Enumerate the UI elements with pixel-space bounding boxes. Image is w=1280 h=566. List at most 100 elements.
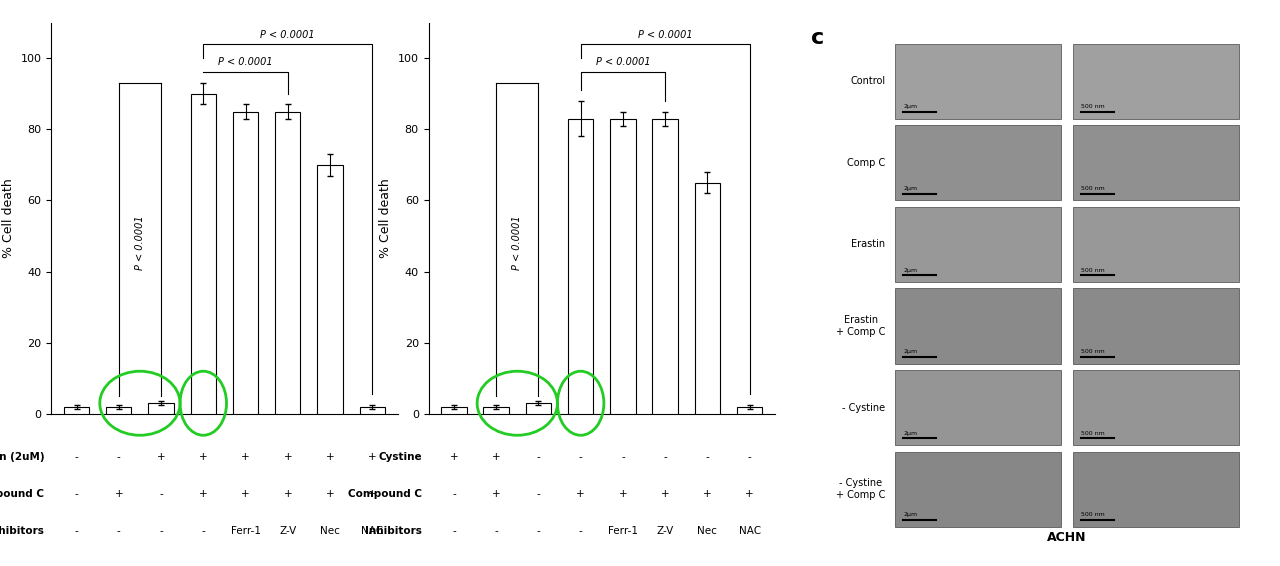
Text: +: +	[283, 452, 292, 462]
Bar	[895, 125, 1061, 200]
Text: -: -	[748, 452, 751, 462]
Text: +: +	[703, 489, 712, 499]
Bar	[737, 407, 763, 414]
Bar	[895, 44, 1061, 119]
Text: 500 nm: 500 nm	[1080, 431, 1105, 436]
Text: -: -	[494, 526, 498, 535]
Text: - Cystine: - Cystine	[842, 402, 886, 413]
Text: Inhibitors: Inhibitors	[0, 526, 45, 535]
Text: Erastin
+ Comp C: Erastin + Comp C	[836, 315, 886, 337]
Bar	[191, 94, 216, 414]
Text: 2μm: 2μm	[904, 186, 918, 191]
Text: -: -	[536, 452, 540, 462]
Text: 500 nm: 500 nm	[1080, 268, 1105, 273]
Text: +: +	[618, 489, 627, 499]
Text: +: +	[367, 489, 376, 499]
Text: Ferr-1: Ferr-1	[608, 526, 637, 535]
Text: Nec: Nec	[320, 526, 340, 535]
Text: +: +	[367, 452, 376, 462]
Text: Ferr-1: Ferr-1	[230, 526, 261, 535]
Bar	[695, 183, 721, 414]
Text: +: +	[114, 489, 123, 499]
Text: 500 nm: 500 nm	[1080, 104, 1105, 109]
Bar	[895, 370, 1061, 445]
Text: -: -	[74, 489, 78, 499]
Text: -: -	[74, 452, 78, 462]
Text: Control: Control	[850, 76, 886, 86]
Text: +: +	[156, 452, 165, 462]
Bar	[484, 407, 509, 414]
Text: +: +	[198, 452, 207, 462]
Text: -: -	[116, 452, 120, 462]
Text: Comp C: Comp C	[847, 158, 886, 168]
Text: P < 0.0001: P < 0.0001	[512, 216, 522, 271]
Text: +: +	[492, 489, 500, 499]
Text: +: +	[576, 489, 585, 499]
Bar	[1073, 44, 1239, 119]
Text: 2μm: 2μm	[904, 268, 918, 273]
Text: -: -	[116, 526, 120, 535]
Bar	[64, 407, 90, 414]
Text: +: +	[241, 489, 250, 499]
Bar	[275, 112, 301, 414]
Text: P < 0.0001: P < 0.0001	[637, 31, 692, 40]
Text: - Cystine
+ Comp C: - Cystine + Comp C	[836, 478, 886, 500]
Text: -: -	[159, 526, 163, 535]
Text: +: +	[325, 452, 334, 462]
Text: 2μm: 2μm	[904, 104, 918, 109]
Text: Nec: Nec	[698, 526, 717, 535]
Text: +: +	[241, 452, 250, 462]
Text: +: +	[745, 489, 754, 499]
Text: -: -	[536, 526, 540, 535]
Text: NAC: NAC	[361, 526, 383, 535]
Text: -: -	[74, 526, 78, 535]
Bar	[611, 119, 636, 414]
Text: +: +	[660, 489, 669, 499]
Text: NAC: NAC	[739, 526, 760, 535]
Bar	[442, 407, 467, 414]
Text: Inhibitors: Inhibitors	[365, 526, 421, 535]
Text: -: -	[201, 526, 205, 535]
Text: Erastin: Erastin	[851, 239, 886, 250]
Bar	[1073, 207, 1239, 282]
Text: -: -	[621, 452, 625, 462]
Text: Erastin (2uM): Erastin (2uM)	[0, 452, 45, 462]
Text: +: +	[198, 489, 207, 499]
Bar	[895, 452, 1061, 527]
Text: -: -	[452, 526, 456, 535]
Text: -: -	[663, 452, 667, 462]
Bar	[233, 112, 259, 414]
Text: P < 0.0001: P < 0.0001	[134, 216, 145, 271]
Bar	[1073, 452, 1239, 527]
Text: -: -	[536, 489, 540, 499]
Text: Cystine: Cystine	[378, 452, 421, 462]
Text: 500 nm: 500 nm	[1080, 349, 1105, 354]
Text: 2μm: 2μm	[904, 349, 918, 354]
Text: 500 nm: 500 nm	[1080, 186, 1105, 191]
Y-axis label: % Cell death: % Cell death	[3, 178, 15, 258]
Text: Z-V: Z-V	[279, 526, 297, 535]
Text: Compound C: Compound C	[0, 489, 45, 499]
Text: -: -	[705, 452, 709, 462]
Text: Z-V: Z-V	[657, 526, 673, 535]
Text: -: -	[579, 452, 582, 462]
Text: -: -	[159, 489, 163, 499]
Text: P < 0.0001: P < 0.0001	[218, 57, 273, 67]
Bar	[360, 407, 385, 414]
Text: P < 0.0001: P < 0.0001	[595, 57, 650, 67]
Bar	[526, 403, 552, 414]
Text: Compound C: Compound C	[348, 489, 421, 499]
Text: +: +	[492, 452, 500, 462]
Text: P < 0.0001: P < 0.0001	[260, 31, 315, 40]
Text: -: -	[579, 526, 582, 535]
Bar	[568, 119, 594, 414]
Bar	[653, 119, 678, 414]
Text: 500 nm: 500 nm	[1080, 512, 1105, 517]
Bar	[1073, 125, 1239, 200]
Text: c: c	[810, 28, 824, 48]
Bar	[895, 207, 1061, 282]
Y-axis label: % Cell death: % Cell death	[379, 178, 392, 258]
Text: ACHN: ACHN	[1047, 531, 1087, 544]
Text: +: +	[449, 452, 458, 462]
Text: 2μm: 2μm	[904, 431, 918, 436]
